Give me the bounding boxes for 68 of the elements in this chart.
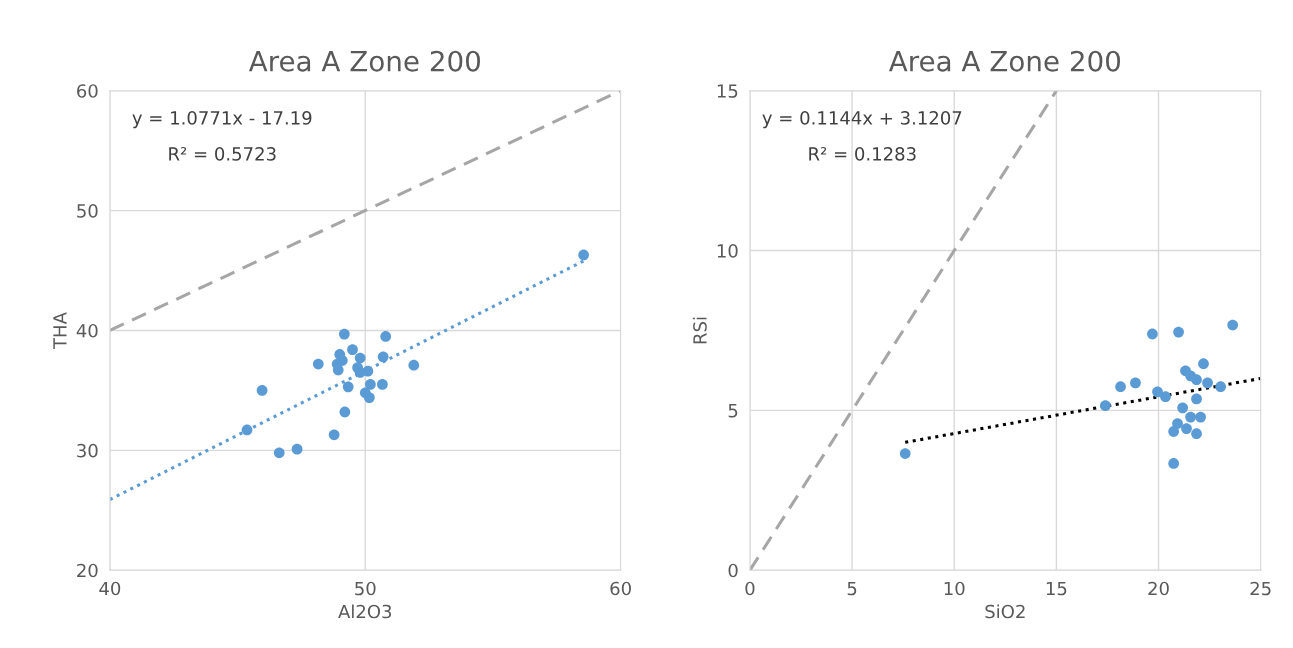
point	[1100, 400, 1111, 411]
point	[342, 381, 354, 393]
point	[339, 406, 351, 418]
point	[1115, 381, 1126, 393]
point	[347, 344, 358, 356]
y-tick-label: 10	[717, 244, 738, 258]
point	[256, 385, 268, 396]
chart-title: Area A Zone 200	[248, 50, 480, 72]
point	[1147, 328, 1158, 340]
point	[1173, 326, 1184, 338]
point	[1130, 377, 1141, 389]
point	[1191, 428, 1202, 440]
annotation: R² = 0.1283	[809, 147, 916, 161]
point	[1168, 458, 1180, 469]
point	[312, 358, 324, 370]
y-tick-label: 0	[728, 563, 738, 578]
point	[354, 352, 366, 364]
y-tick-label: 20	[77, 563, 98, 578]
point	[362, 365, 374, 377]
x-tick-label: 0	[745, 581, 755, 596]
x-tick-label: 10	[944, 581, 965, 596]
point	[1202, 377, 1213, 389]
chart-title: Area A Zone 200	[888, 50, 1121, 72]
point	[1195, 411, 1206, 423]
x-tick-label: 25	[1250, 581, 1271, 596]
point	[1191, 374, 1202, 386]
point	[241, 424, 253, 436]
y-axis-title: THA	[53, 312, 67, 350]
point	[365, 379, 376, 390]
point	[1181, 423, 1192, 434]
x-tick-label: 60	[610, 581, 631, 596]
point	[380, 331, 392, 342]
x-axis-title: SiO2	[985, 604, 1025, 619]
x-axis-title: Al2O3	[338, 604, 392, 619]
y-tick-label: 30	[77, 443, 98, 458]
point	[328, 429, 340, 441]
point	[1177, 402, 1189, 414]
point	[408, 359, 420, 371]
point	[1185, 411, 1196, 423]
point	[1227, 319, 1239, 331]
point	[291, 443, 303, 455]
y-tick-label: 40	[76, 323, 98, 338]
annotation: R² = 0.5723	[169, 147, 276, 161]
y-tick-label: 50	[77, 204, 98, 218]
point	[1198, 358, 1209, 370]
x-tick-label: 15	[1046, 581, 1067, 596]
annotation: y = 1.0771x - 17.19	[132, 111, 312, 129]
point	[578, 249, 589, 261]
point	[377, 379, 388, 390]
point	[273, 447, 285, 459]
y-axis-title: RSi	[692, 317, 707, 344]
x-tick-label: 5	[847, 581, 857, 596]
x-tick-label: 40	[99, 581, 121, 596]
point	[338, 328, 350, 340]
point	[1160, 391, 1171, 403]
x-tick-label: 20	[1148, 581, 1169, 596]
y-tick-label: 60	[77, 84, 98, 98]
point	[899, 448, 911, 459]
point	[1152, 386, 1163, 398]
y-tick-label: 5	[728, 404, 738, 418]
point	[377, 351, 389, 363]
point	[1215, 381, 1227, 393]
annotation: y = 0.1144x + 3.1207	[762, 111, 962, 129]
y-tick-label: 15	[717, 84, 738, 98]
point	[1191, 393, 1202, 405]
point	[1168, 426, 1180, 437]
point	[363, 392, 375, 403]
x-tick-label: 50	[355, 581, 376, 596]
